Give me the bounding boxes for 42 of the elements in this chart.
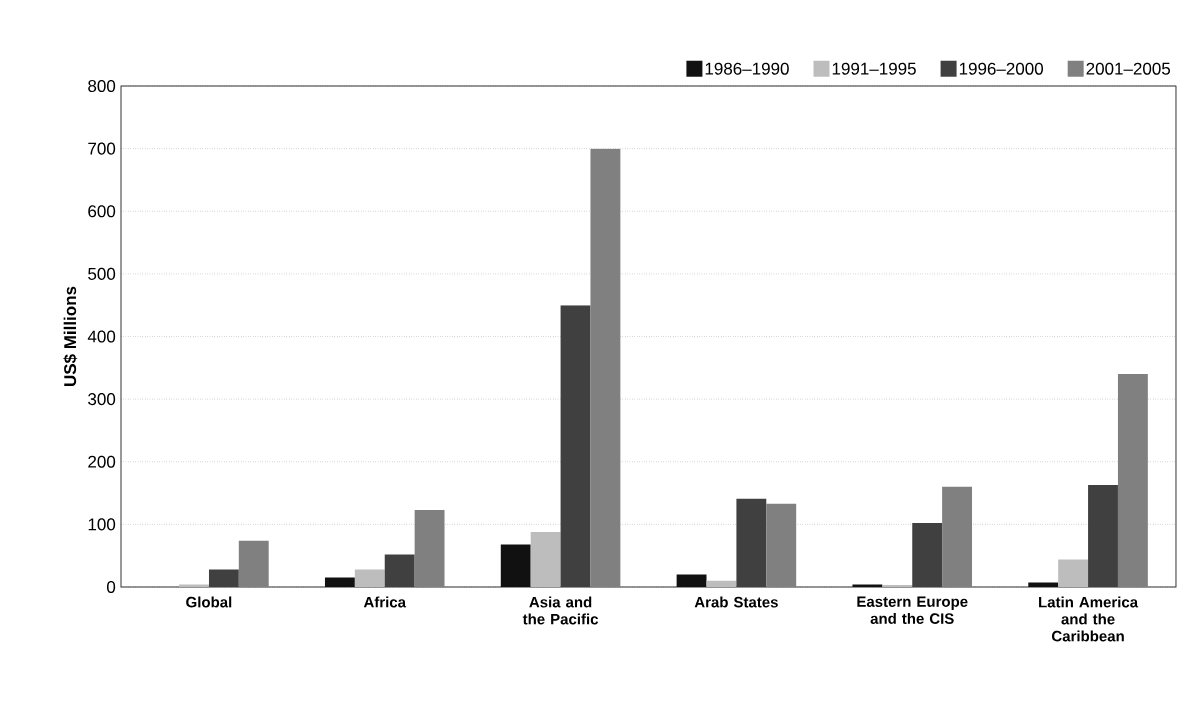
y-tick-label: 200 bbox=[88, 455, 116, 468]
bar bbox=[1117, 374, 1148, 587]
y-tick-label: 100 bbox=[88, 518, 116, 531]
bar bbox=[560, 305, 591, 587]
bar bbox=[179, 584, 209, 587]
x-tick-label: Africa bbox=[363, 596, 407, 608]
legend-label: 1996–2000 bbox=[959, 62, 1043, 75]
x-tick-label: Latin America and the Caribbean bbox=[1039, 596, 1139, 642]
bar bbox=[736, 498, 767, 587]
legend-label: 2001–2005 bbox=[1086, 62, 1171, 75]
x-tick-label: Asia and the Pacific bbox=[522, 596, 599, 625]
x-tick-label: Global bbox=[186, 596, 232, 608]
bar bbox=[1058, 559, 1089, 587]
bar bbox=[1028, 582, 1059, 587]
bar bbox=[912, 523, 943, 587]
bar bbox=[238, 540, 269, 587]
y-tick-label: 700 bbox=[88, 142, 116, 155]
bar bbox=[530, 531, 561, 587]
legend-label: 1986–1990 bbox=[705, 62, 789, 75]
legend-label: 1991–1995 bbox=[832, 62, 916, 75]
bar bbox=[706, 580, 737, 587]
bar bbox=[1088, 484, 1118, 587]
bar bbox=[590, 148, 621, 587]
bar bbox=[676, 574, 707, 587]
bar bbox=[500, 544, 531, 587]
bar bbox=[208, 569, 239, 587]
y-tick-label: 600 bbox=[88, 205, 116, 218]
y-tick-label: 400 bbox=[87, 330, 116, 343]
bar bbox=[766, 503, 797, 587]
bar bbox=[354, 569, 385, 587]
bar bbox=[414, 509, 445, 587]
bar bbox=[942, 486, 973, 587]
bar bbox=[324, 577, 355, 587]
y-tick-label: 0 bbox=[107, 580, 116, 594]
y-axis-title: US$ Millions bbox=[63, 286, 78, 387]
x-tick-label: Arab States bbox=[694, 596, 778, 608]
y-tick-label: 800 bbox=[88, 79, 116, 93]
y-tick-label: 300 bbox=[88, 393, 116, 406]
bar bbox=[852, 584, 883, 587]
x-tick-label: Eastern Europe and the CIS bbox=[857, 596, 968, 624]
bar bbox=[384, 554, 415, 587]
y-tick-label: 500 bbox=[88, 267, 116, 280]
